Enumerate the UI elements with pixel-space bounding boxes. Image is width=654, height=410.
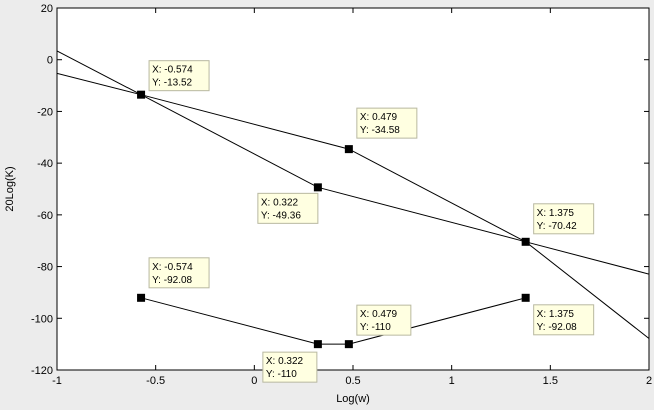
y-tick-label: 20 (41, 3, 53, 15)
markers-layer (137, 90, 530, 349)
datatip-marker[interactable] (521, 237, 530, 246)
x-tick-label: -0.5 (146, 375, 165, 387)
datatip-marker[interactable] (137, 293, 146, 302)
datatip-y-text: Y: -92.08 (537, 322, 577, 333)
ticks-layer: -1 -0.5 0 0.5 1 1.5 2 20 0 -20 -40 -60 -80 -100 -120 (31, 3, 652, 387)
x-tick-label: -1 (52, 375, 62, 387)
datatip-box[interactable]: X: 1.375 Y: -92.08 (533, 304, 595, 336)
datatip-y-text: Y: -70.42 (537, 221, 577, 232)
x-tick-label: 0 (251, 375, 257, 387)
datatip-background (257, 192, 319, 224)
datatip-box[interactable]: X: 0.322 Y: -49.36 (257, 192, 319, 224)
x-tick-label: 1 (449, 375, 455, 387)
datatip-x-text: X: -0.574 (152, 65, 193, 76)
datatip-x-text: X: -0.574 (152, 262, 193, 273)
y-axis-label: 20Log(K) (4, 166, 16, 211)
series-line-3 (140, 297, 526, 345)
datatip-box[interactable]: X: 0.479 Y: -34.58 (356, 107, 418, 139)
datatip-box[interactable]: X: 1.375 Y: -70.42 (533, 203, 595, 235)
y-tick-label: -20 (37, 106, 53, 118)
datatip-background (262, 351, 318, 383)
datatip-x-text: X: 0.479 (360, 112, 398, 123)
datatip-y-text: Y: -34.58 (360, 125, 400, 136)
datatip-y-text: Y: -13.52 (152, 78, 192, 89)
datatip-x-text: X: 0.479 (360, 309, 398, 320)
datatip-box[interactable]: X: -0.574 Y: -13.52 (148, 60, 210, 92)
y-tick-label: -40 (37, 158, 53, 170)
datatip-marker[interactable] (313, 340, 322, 349)
y-tick-label: -60 (37, 210, 53, 222)
datatip-y-text: Y: -110 (360, 322, 391, 333)
x-axis-label: Log(w) (336, 393, 370, 405)
datatip-background (148, 257, 210, 289)
datatip-box[interactable]: X: 0.322 Y: -110 (262, 351, 318, 383)
y-tick-label: 0 (47, 55, 53, 67)
y-tick-label: -120 (31, 365, 53, 377)
datatip-background (533, 203, 595, 235)
datatip-x-text: X: 0.322 (261, 197, 299, 208)
datatip-marker[interactable] (137, 90, 146, 99)
datatip-x-text: X: 1.375 (537, 309, 575, 320)
x-tick-label: 1.5 (543, 375, 558, 387)
datatip-x-text: X: 0.322 (266, 356, 304, 367)
y-tick-label: -100 (31, 313, 53, 325)
datatip-marker[interactable] (344, 145, 353, 154)
datatip-box[interactable]: X: -0.574 Y: -92.08 (148, 257, 210, 289)
datatip-marker[interactable] (344, 340, 353, 349)
x-tick-label: 2 (646, 375, 652, 387)
x-tick-label: 0.5 (345, 375, 360, 387)
datatip-y-text: Y: -110 (266, 369, 297, 380)
datatip-y-text: Y: -92.08 (152, 275, 192, 286)
datatip-background (356, 107, 418, 139)
y-tick-label: -80 (37, 262, 53, 274)
datatip-background (533, 304, 595, 336)
datatip-background (356, 304, 412, 336)
datatip-background (148, 60, 210, 92)
datatip-marker[interactable] (521, 293, 530, 302)
datatip-x-text: X: 1.375 (537, 208, 575, 219)
datatip-marker[interactable] (313, 183, 322, 192)
datatip-y-text: Y: -49.36 (261, 210, 301, 221)
datatip-box[interactable]: X: 0.479 Y: -110 (356, 304, 412, 336)
